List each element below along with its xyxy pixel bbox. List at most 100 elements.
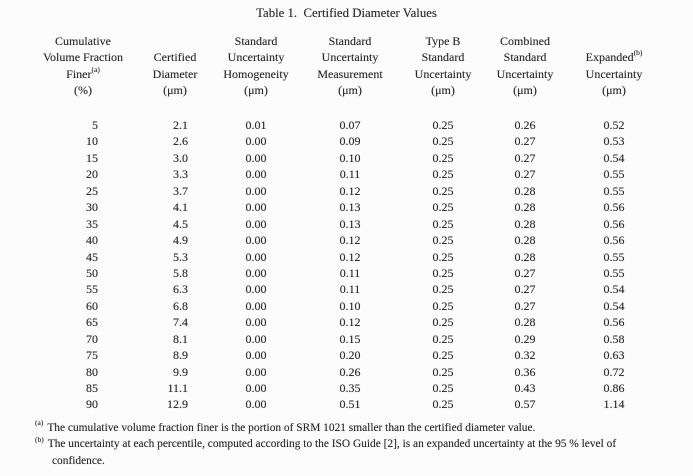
table-cell: 0.35	[339, 381, 361, 395]
table-cell: 50	[86, 265, 98, 280]
table-cell: 0.00	[245, 150, 267, 165]
table-cell: 0.00	[245, 216, 267, 231]
table-cell: 4.5	[173, 216, 188, 231]
table-cell: 0.11	[339, 265, 361, 280]
table-cell: 12.9	[167, 397, 188, 412]
table-cell: 0.25	[432, 118, 454, 132]
table-cell: 0.00	[245, 249, 267, 264]
table-cell: 0.25	[432, 315, 454, 330]
table-row: 25 3.7 0.00 0.12 0.25 0.28 0.55	[20, 183, 672, 199]
table-cell: 0.55	[603, 183, 625, 198]
table-cell: 0.25	[432, 183, 454, 198]
header-line: Combined	[500, 34, 550, 49]
table-row: 70 8.1 0.00 0.15 0.25 0.29 0.58	[20, 331, 672, 347]
table-cell: 3.7	[173, 183, 188, 198]
table-cell: 6.8	[173, 298, 188, 313]
footnotes: (a) The cumulative volume fraction finer …	[35, 418, 685, 469]
header-expanded-uncertainty: Expanded(b) Uncertainty (μm)	[556, 33, 672, 98]
table-row: 40 4.9 0.00 0.12 0.25 0.28 0.56	[20, 232, 672, 248]
footnote-b-text: The uncertainty at each percentile, comp…	[47, 438, 617, 451]
header-line: Uncertainty	[227, 50, 285, 65]
table-cell: 0.56	[603, 216, 625, 231]
table-cell: 0.12	[339, 233, 361, 248]
table-cell: 65	[86, 315, 98, 330]
table-cell: 2.1	[173, 118, 188, 132]
footnote-a-marker: (a)	[35, 418, 44, 428]
table-row: 85 11.1 0.00 0.35 0.25 0.43 0.86	[20, 380, 672, 396]
table-cell: 35	[86, 216, 98, 231]
table-row: 90 12.9 0.00 0.51 0.25 0.57 1.14	[20, 396, 672, 412]
table-cell: 0.36	[514, 364, 536, 379]
table-cell: 0.10	[339, 150, 361, 165]
table-cell: 0.28	[514, 183, 536, 198]
table-cell: 0.25	[432, 233, 454, 248]
table-cell: 20	[86, 167, 98, 182]
table-cell: 0.00	[245, 364, 267, 379]
table-cell: 3.3	[173, 167, 188, 182]
table-cell: 0.28	[514, 216, 536, 231]
table-cell: 0.51	[339, 397, 361, 412]
table-cell: 10	[86, 134, 98, 149]
table-cell: 6.3	[173, 282, 188, 297]
header-line: Uncertainty	[321, 50, 379, 65]
footnote-a-text: The cumulative volume fraction finer is …	[47, 422, 536, 434]
table-cell: 0.25	[432, 265, 454, 280]
table-cell: 0.13	[339, 216, 361, 231]
table-cell: 0.72	[603, 364, 625, 379]
table-cell: 60	[86, 298, 98, 313]
table-cell: 0.86	[603, 381, 625, 395]
table-cell: 0.25	[432, 364, 454, 379]
table-cell: 0.00	[245, 282, 267, 297]
table-cell: 0.00	[245, 331, 267, 346]
table-cell: 0.26	[339, 364, 361, 379]
table-cell: 0.27	[514, 167, 536, 182]
header-text: Expanded	[585, 50, 634, 65]
header-line: Finer(a)	[66, 64, 100, 82]
table-cell: 0.27	[514, 298, 536, 313]
table-row: 80 9.9 0.00 0.26 0.25 0.36 0.72	[20, 364, 672, 380]
table-cell: 9.9	[173, 364, 188, 379]
table-cell: 0.00	[245, 298, 267, 313]
table-cell: 0.54	[603, 150, 625, 165]
header-text: Finer	[66, 66, 92, 81]
table-cell: 0.27	[514, 134, 536, 149]
table-row: 15 3.0 0.00 0.10 0.25 0.27 0.54	[20, 150, 672, 166]
footnote-a: (a) The cumulative volume fraction finer …	[35, 418, 685, 436]
header-line: Standard	[328, 34, 372, 49]
footnote-ref-a: (a)	[91, 64, 100, 74]
table-cell: 8.1	[173, 331, 188, 346]
table-cell: 7.4	[173, 315, 188, 330]
header-unit: (μm)	[513, 82, 537, 97]
table-cell: 0.26	[514, 118, 536, 132]
table-cell: 0.12	[339, 183, 361, 198]
table-cell: 2.6	[173, 134, 188, 149]
header-type-b-standard-uncertainty: Type B Standard Uncertainty (μm)	[392, 33, 494, 98]
header-unit: (%)	[74, 82, 92, 97]
table-cell: 70	[86, 331, 98, 346]
header-line: Uncertainty	[585, 66, 643, 81]
table-cell: 0.00	[245, 381, 267, 395]
footnote-ref-b: (b)	[633, 48, 643, 58]
table-cell: 0.63	[603, 348, 625, 363]
table-cell: 0.25	[432, 331, 454, 346]
table-cell: 0.27	[514, 150, 536, 165]
header-line: Volume Fraction	[42, 50, 124, 65]
table-cell: 0.32	[514, 348, 536, 363]
table-cell: 8.9	[173, 348, 188, 363]
table-cell: 0.58	[603, 331, 625, 346]
header-unit: (μm)	[431, 82, 455, 97]
header-unit: (μm)	[338, 82, 362, 97]
table-cell: 0.28	[514, 233, 536, 248]
table-cell: 0.00	[245, 134, 267, 149]
table-row: 55 6.3 0.00 0.11 0.25 0.27 0.54	[20, 281, 672, 297]
table-cell: 0.09	[339, 134, 361, 149]
table-cell: 0.25	[432, 150, 454, 165]
table-cell: 0.00	[245, 200, 267, 215]
table-cell: 55	[86, 282, 98, 297]
table-cell: 0.11	[339, 282, 361, 297]
table-row: 60 6.8 0.00 0.10 0.25 0.27 0.54	[20, 298, 672, 314]
table-cell: 0.10	[339, 298, 361, 313]
header-cumulative-volume-fraction-finer: Cumulative Volume Fraction Finer(a) (%)	[20, 33, 146, 98]
table-cell: 45	[86, 249, 98, 264]
